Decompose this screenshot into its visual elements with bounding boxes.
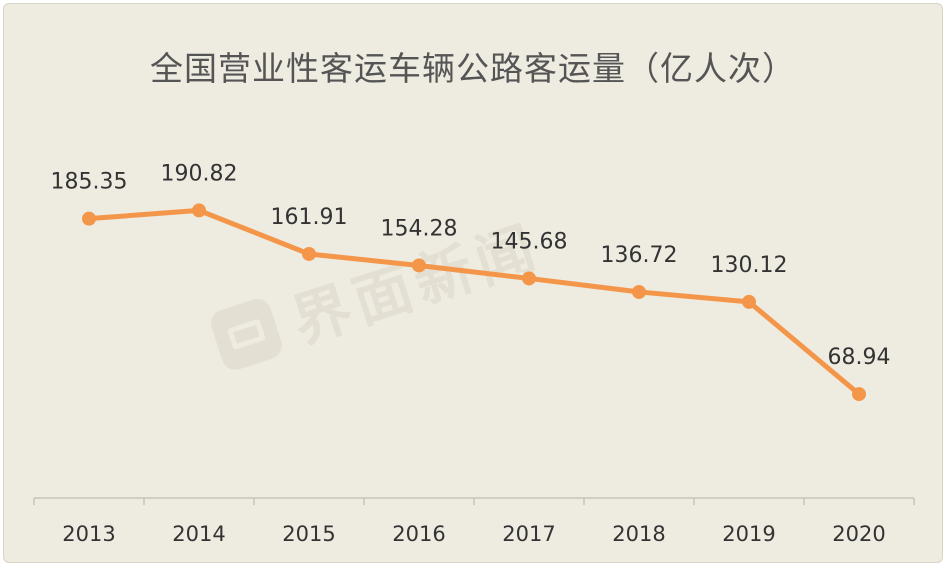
data-point [852,387,866,402]
x-tick-label: 2020 [832,522,885,546]
chart-container: 全国营业性客运车辆公路客运量（亿人次） 界面新闻 2013 2014 2015 201… [3,3,943,563]
chart-title: 全国营业性客运车辆公路客运量（亿人次） [150,49,796,88]
x-tick-label: 2018 [612,522,665,546]
x-tick-label: 2013 [62,522,115,546]
data-label: 190.82 [161,161,238,186]
x-tick-label: 2015 [282,522,335,546]
x-tick-label: 2016 [392,522,445,546]
data-label: 145.68 [491,229,568,254]
data-label: 68.94 [828,345,891,370]
line-chart-plot: 2013 2014 2015 2016 2017 2018 2019 2020 185.35 19… [33,161,915,546]
x-tick-label: 2019 [722,522,775,546]
x-tick-label: 2017 [502,522,555,546]
data-label: 185.35 [51,170,128,195]
data-label: 161.91 [271,205,348,230]
data-label: 154.28 [381,216,458,241]
data-label: 130.12 [711,253,788,278]
data-label: 136.72 [601,243,678,268]
data-point [82,211,96,226]
data-point [632,284,646,299]
data-point [742,294,756,309]
data-point [302,246,316,261]
data-point [412,258,426,273]
data-point [522,271,536,286]
series-line [86,207,862,397]
data-point [192,203,206,218]
x-tick-label: 2014 [172,522,225,546]
